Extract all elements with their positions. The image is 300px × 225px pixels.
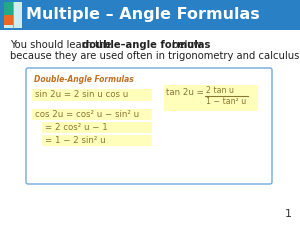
FancyBboxPatch shape — [26, 68, 272, 184]
Text: = 2 cos² u − 1: = 2 cos² u − 1 — [45, 123, 108, 132]
Text: 1: 1 — [285, 209, 292, 219]
Text: because they are used often in trigonometry and calculus.: because they are used often in trigonome… — [10, 51, 300, 61]
Text: sin 2u = 2 sin u cos u: sin 2u = 2 sin u cos u — [35, 90, 128, 99]
Text: = 1 − 2 sin² u: = 1 − 2 sin² u — [45, 136, 106, 145]
Text: tan 2u =: tan 2u = — [166, 88, 204, 97]
Bar — [164, 85, 258, 111]
Text: 1 − tan² u: 1 − tan² u — [206, 97, 246, 106]
Bar — [4, 15, 13, 25]
Bar — [32, 109, 152, 120]
Text: You should learn the: You should learn the — [10, 40, 115, 50]
Text: below: below — [169, 40, 202, 50]
Bar — [0, 0, 300, 30]
Text: Double-Angle Formulas: Double-Angle Formulas — [34, 75, 134, 84]
Text: 2 tan u: 2 tan u — [206, 86, 234, 95]
Bar — [4, 2, 22, 28]
Bar — [32, 89, 152, 101]
Bar — [42, 122, 152, 133]
Bar — [42, 135, 152, 146]
Text: Multiple – Angle Formulas: Multiple – Angle Formulas — [26, 7, 260, 22]
Text: cos 2u = cos² u − sin² u: cos 2u = cos² u − sin² u — [35, 110, 139, 119]
Text: double–angle formulas: double–angle formulas — [82, 40, 210, 50]
Bar — [4, 2, 13, 15]
